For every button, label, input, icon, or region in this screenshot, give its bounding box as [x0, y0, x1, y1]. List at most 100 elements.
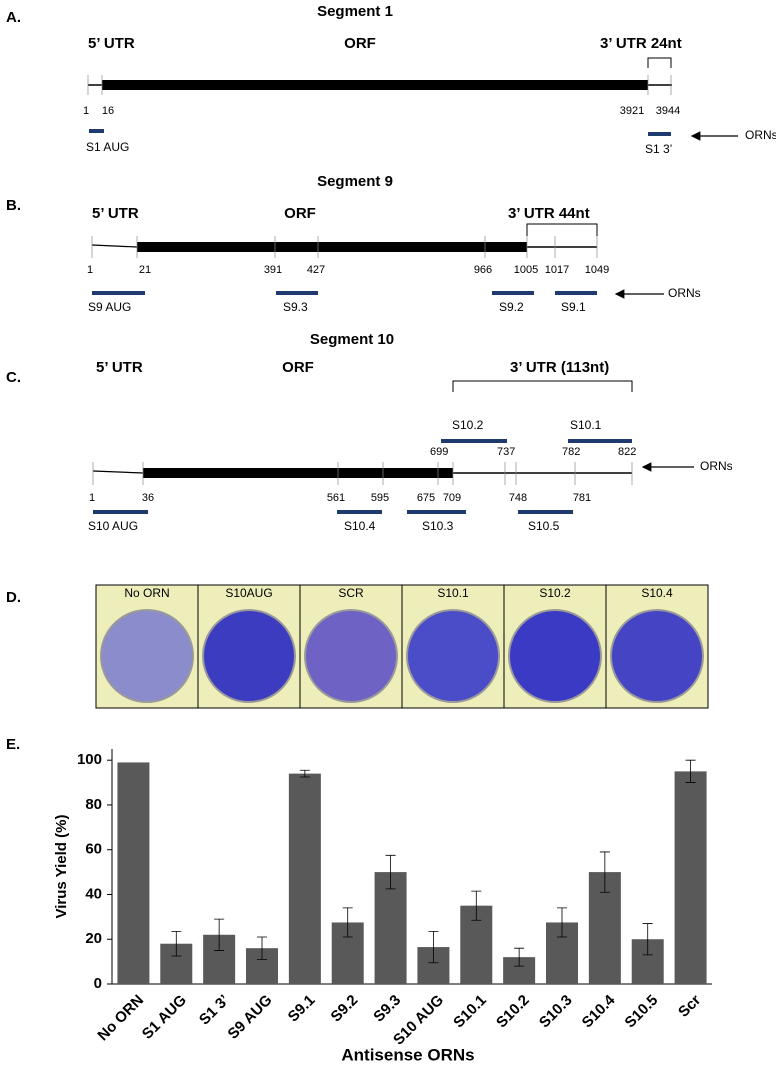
bar — [674, 771, 707, 984]
error-bar — [471, 890, 482, 921]
x-tick-label: S9.1 — [285, 992, 319, 1026]
position-label: 3921 — [620, 105, 644, 117]
label: 5’ UTR — [96, 359, 143, 376]
segment-line — [92, 470, 144, 474]
orn-label: S9.2 — [499, 300, 524, 314]
orn-bar — [276, 291, 318, 295]
label: 5’ UTR — [88, 35, 135, 52]
plate — [100, 609, 194, 703]
plate-label: S10.1 — [437, 586, 469, 600]
y-tick-label: 60 — [85, 841, 102, 858]
panel-label: E. — [6, 736, 20, 753]
orn-bar — [492, 291, 534, 295]
orn-bar — [568, 439, 632, 443]
y-tick-label: 20 — [85, 930, 102, 947]
orf-block — [143, 468, 453, 478]
orn-label: S10.5 — [528, 519, 560, 533]
label: ORF — [282, 359, 314, 376]
error-bar — [642, 923, 653, 956]
x-tick-label: S10.1 — [450, 992, 490, 1032]
x-tick-label: No ORN — [94, 992, 147, 1045]
x-tick-label: S1 3’ — [196, 992, 233, 1029]
x-tick-label: S9.2 — [328, 992, 362, 1026]
orn-label: S1 AUG — [86, 140, 129, 154]
bracket — [526, 223, 598, 236]
error-bar — [685, 759, 696, 783]
orn-label: S9 AUG — [88, 300, 131, 314]
label: 5’ UTR — [92, 205, 139, 222]
position-label: 427 — [307, 264, 325, 276]
plate — [304, 609, 398, 703]
position-label: 3944 — [656, 105, 680, 117]
orn-label: S10.3 — [422, 519, 454, 533]
error-bar — [342, 907, 353, 938]
orn-bar — [89, 129, 104, 133]
position-label: 782 — [562, 446, 580, 458]
orn-bar — [555, 291, 597, 295]
error-bar — [514, 947, 525, 967]
x-axis-label: Antisense ORNs — [341, 1045, 474, 1064]
x-tick-label: S10.3 — [536, 992, 576, 1032]
position-label: 21 — [139, 264, 151, 276]
position-label: 1 — [89, 492, 95, 504]
orn-bar — [648, 132, 671, 136]
error-bar — [299, 769, 310, 778]
bracket — [647, 57, 672, 68]
error-bar — [257, 936, 267, 960]
error-bar — [557, 907, 567, 938]
label: ORF — [344, 35, 376, 52]
orn-label: S1 3’ — [645, 142, 672, 156]
label: 3’ UTR (113nt) — [510, 359, 609, 376]
orn-label: S10.2 — [452, 418, 484, 432]
position-label: 699 — [430, 446, 448, 458]
position-label: 1049 — [585, 264, 609, 276]
position-label: 1 — [87, 264, 93, 276]
orns-label: ORNs — [668, 286, 701, 300]
y-tick-label: 80 — [85, 796, 102, 813]
x-tick-label: S9.3 — [370, 992, 404, 1026]
position-label: 737 — [497, 446, 515, 458]
error-bar — [599, 851, 610, 893]
y-tick-label: 0 — [94, 975, 102, 992]
position-label: 966 — [474, 264, 492, 276]
x-tick-label: S10.5 — [622, 992, 662, 1032]
error-bar — [171, 931, 182, 957]
bar — [374, 872, 407, 984]
x-tick-label: S10.2 — [493, 992, 533, 1032]
label: 3’ UTR 44nt — [508, 205, 590, 222]
label: 3’ UTR 24nt — [600, 35, 682, 52]
position-label: 16 — [102, 105, 114, 117]
orn-bar — [441, 439, 507, 443]
orn-bar — [93, 510, 148, 514]
position-label: 709 — [443, 492, 461, 504]
orn-label: S10.1 — [570, 418, 602, 432]
panel-title: Segment 1 — [317, 3, 393, 20]
position-label: 748 — [509, 492, 527, 504]
panel-label: C. — [6, 369, 21, 386]
plate-label: S10AUG — [225, 586, 272, 600]
plate — [202, 609, 296, 703]
orns-label: ORNs — [745, 128, 776, 142]
position-label: 391 — [264, 264, 282, 276]
plate-label: S10.4 — [641, 586, 673, 600]
plate-label: No ORN — [124, 586, 169, 600]
position-label: 1017 — [545, 264, 569, 276]
orn-bar — [337, 510, 382, 514]
position-label: 781 — [573, 492, 591, 504]
x-tick-label: S10.4 — [579, 991, 619, 1031]
x-tick-label: Scr — [675, 992, 704, 1021]
error-bar — [214, 918, 225, 951]
orn-label: S10 AUG — [88, 519, 138, 533]
bar — [288, 773, 321, 984]
error-bar — [428, 931, 439, 964]
position-label: 1005 — [514, 264, 538, 276]
orn-label: S9.3 — [283, 300, 308, 314]
plate-label: S10.2 — [539, 586, 571, 600]
orn-bar — [407, 510, 466, 514]
plate-label: SCR — [338, 586, 364, 600]
plate — [610, 609, 704, 703]
orn-bar — [518, 510, 573, 514]
y-tick-label: 100 — [77, 751, 102, 768]
plate — [508, 609, 602, 703]
bar — [117, 762, 150, 984]
